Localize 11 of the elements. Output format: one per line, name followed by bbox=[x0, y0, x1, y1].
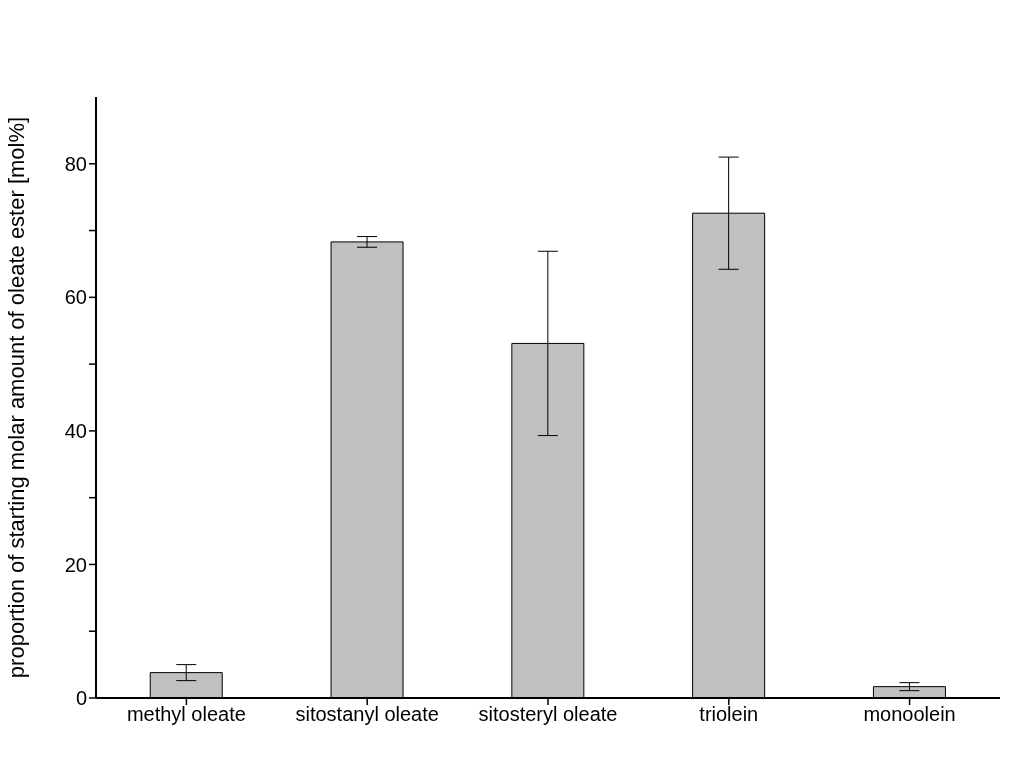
y-axis-title: proportion of starting molar amount of oleate ester [mol%] bbox=[3, 116, 29, 679]
y-tick-label: 40 bbox=[64, 419, 87, 442]
y-tick-label: 0 bbox=[75, 687, 87, 710]
x-tick-label: methyl oleate bbox=[126, 703, 246, 726]
x-tick-label: monoolein bbox=[863, 703, 956, 726]
y-tick-label: 20 bbox=[64, 553, 87, 576]
x-tick-label: sitosteryl oleate bbox=[478, 703, 618, 726]
x-tick-label: triolein bbox=[699, 703, 759, 726]
x-tick-label: sitostanyl oleate bbox=[295, 703, 439, 726]
y-tick-label: 80 bbox=[64, 152, 87, 175]
y-tick-label: 60 bbox=[64, 286, 87, 309]
